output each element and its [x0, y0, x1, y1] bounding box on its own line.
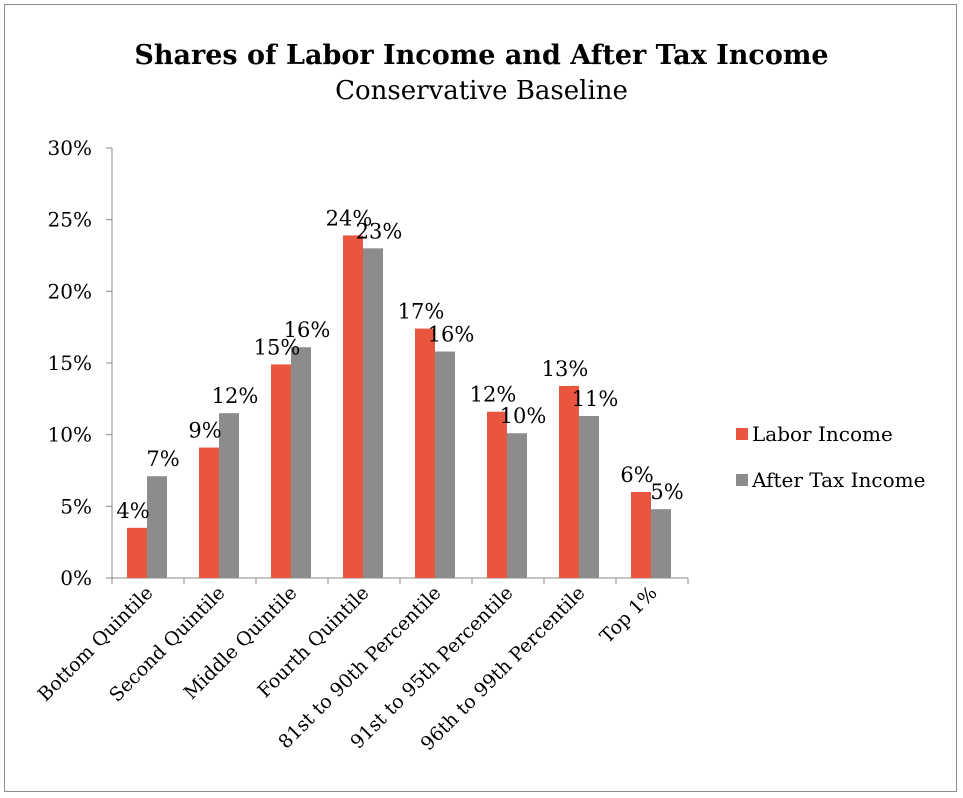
- chart-frame: [4, 4, 957, 792]
- bar-labor-income: [199, 447, 219, 578]
- legend-swatch: [736, 474, 748, 486]
- bar-labor-income: [343, 235, 363, 578]
- bar-after-tax-income: [435, 351, 455, 578]
- data-label: 7%: [146, 447, 179, 471]
- data-label: 16%: [428, 323, 475, 347]
- data-label: 13%: [542, 357, 589, 381]
- data-label: 24%: [326, 206, 373, 230]
- legend-label: After Tax Income: [751, 468, 925, 492]
- x-tick-label: Top 1%: [596, 582, 662, 648]
- data-label: 5%: [650, 480, 683, 504]
- bar-labor-income: [127, 527, 147, 578]
- legend-label: Labor Income: [752, 422, 893, 446]
- bar-after-tax-income: [291, 347, 311, 578]
- data-label: 11%: [572, 387, 619, 411]
- y-tick-label: 20%: [48, 279, 92, 303]
- bar-after-tax-income: [219, 413, 239, 578]
- bar-labor-income: [415, 328, 435, 578]
- bar-after-tax-income: [147, 476, 167, 578]
- data-label: 9%: [188, 419, 221, 443]
- data-label: 12%: [212, 384, 259, 408]
- y-tick-label: 30%: [48, 136, 92, 160]
- data-label: 10%: [500, 404, 547, 428]
- data-label: 16%: [284, 318, 331, 342]
- data-label: 17%: [398, 300, 445, 324]
- bar-after-tax-income: [363, 248, 383, 579]
- bar-after-tax-income: [579, 416, 599, 578]
- data-label: 6%: [620, 463, 653, 487]
- data-label: 4%: [116, 499, 149, 523]
- data-label: 12%: [470, 383, 517, 407]
- y-tick-label: 5%: [60, 494, 92, 518]
- y-tick-label: 15%: [48, 351, 92, 375]
- bar-labor-income: [487, 411, 507, 578]
- data-label: 15%: [254, 335, 301, 359]
- bar-after-tax-income: [651, 509, 671, 578]
- y-tick-label: 0%: [60, 566, 92, 590]
- chart-subtitle: Conservative Baseline: [335, 76, 628, 106]
- chart-title: Shares of Labor Income and After Tax Inc…: [134, 40, 829, 71]
- bar-after-tax-income: [507, 433, 527, 578]
- data-label: 23%: [356, 219, 403, 243]
- y-tick-label: 10%: [48, 423, 92, 447]
- legend-swatch: [736, 428, 748, 440]
- y-tick-label: 25%: [48, 208, 92, 232]
- bar-labor-income: [271, 364, 291, 578]
- bar-labor-income: [559, 385, 579, 578]
- bar-labor-income: [631, 492, 651, 578]
